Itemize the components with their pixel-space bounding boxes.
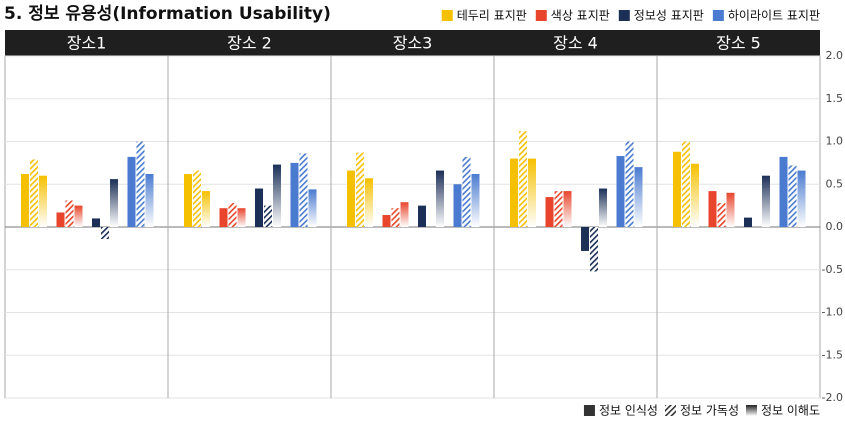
- bar: [391, 208, 400, 227]
- bar: [471, 173, 480, 227]
- bar: [184, 173, 192, 227]
- bar: [545, 197, 554, 227]
- bar: [400, 202, 409, 227]
- bar: [616, 156, 625, 227]
- bar: [308, 189, 317, 227]
- bar: [762, 175, 770, 227]
- bar: [554, 191, 563, 227]
- y-tick-label: -0.5: [822, 263, 843, 276]
- bar: [356, 152, 364, 227]
- panel-header-bar: [5, 30, 820, 56]
- bar: [797, 170, 806, 227]
- y-tick-label: 0.5: [826, 177, 844, 190]
- panel-title: 장소1: [67, 34, 107, 53]
- bar: [65, 200, 74, 227]
- legend-swatch: [664, 405, 676, 416]
- y-tick-label: -1.5: [822, 348, 843, 361]
- bar: [219, 208, 228, 227]
- bar: [462, 156, 471, 227]
- bar: [726, 192, 735, 227]
- y-tick-label: -1.0: [822, 306, 843, 319]
- bar: [528, 158, 536, 227]
- y-tick-label: 2.0: [826, 49, 844, 62]
- legend-label: 정보 인식성: [599, 404, 658, 418]
- y-tick-label: -2.0: [822, 391, 843, 404]
- bar: [510, 158, 518, 227]
- bar: [193, 170, 201, 227]
- legend-label: 정보 이해도: [761, 404, 820, 418]
- bar: [563, 191, 572, 227]
- bar: [382, 215, 391, 227]
- bar: [92, 218, 100, 227]
- bar: [299, 153, 308, 227]
- bar: [625, 141, 634, 227]
- bar: [590, 227, 598, 272]
- bar: [145, 173, 154, 227]
- bar: [744, 217, 752, 227]
- y-tick-label: 1.0: [826, 135, 844, 148]
- bar: [39, 175, 47, 227]
- bar: [599, 188, 607, 227]
- legend-swatch: [618, 10, 630, 21]
- bar: [788, 165, 797, 227]
- bar: [56, 212, 65, 227]
- bar: [110, 179, 118, 227]
- legend-swatch: [712, 10, 724, 21]
- legend-label: 색상 표지판: [551, 9, 610, 23]
- legend-label: 정보 가독성: [680, 404, 739, 418]
- bar: [581, 227, 589, 251]
- bar: [228, 203, 237, 227]
- panel-title: 장소 2: [227, 34, 272, 53]
- bar: [290, 162, 299, 227]
- bar: [237, 208, 246, 227]
- bar: [708, 191, 717, 227]
- bar: [255, 188, 263, 227]
- bar: [101, 227, 109, 239]
- panel-title: 장소 4: [553, 34, 598, 53]
- bar: [673, 151, 681, 227]
- bar: [436, 170, 444, 227]
- bar: [127, 156, 136, 227]
- panel-title: 장소3: [393, 34, 433, 53]
- bar: [519, 131, 527, 227]
- y-tick-label: 0.0: [826, 220, 844, 233]
- legend-swatch: [535, 10, 547, 21]
- legend-swatch: [745, 405, 757, 416]
- bar: [74, 205, 83, 227]
- bar: [453, 184, 462, 227]
- bar: [634, 167, 643, 227]
- chart-title: 5. 정보 유용성(Information Usability): [4, 4, 331, 24]
- panel-title: 장소 5: [716, 34, 761, 53]
- legend-swatch: [583, 405, 595, 416]
- bar: [30, 159, 38, 227]
- legend-label: 정보성 표지판: [634, 9, 704, 23]
- legend-label: 테두리 표지판: [457, 9, 527, 23]
- bar: [273, 164, 281, 227]
- bar: [682, 141, 690, 227]
- bar: [418, 205, 426, 227]
- legend-swatch: [441, 10, 453, 21]
- bar: [21, 173, 29, 227]
- bar: [691, 163, 699, 227]
- bar: [347, 170, 355, 227]
- bar: [202, 191, 210, 227]
- bar: [136, 141, 145, 227]
- bar: [264, 205, 272, 227]
- bar: [779, 156, 788, 227]
- bar: [365, 178, 373, 227]
- bar: [717, 203, 726, 227]
- legend-label: 하이라이트 표지판: [728, 9, 820, 23]
- y-tick-label: 1.5: [826, 92, 844, 105]
